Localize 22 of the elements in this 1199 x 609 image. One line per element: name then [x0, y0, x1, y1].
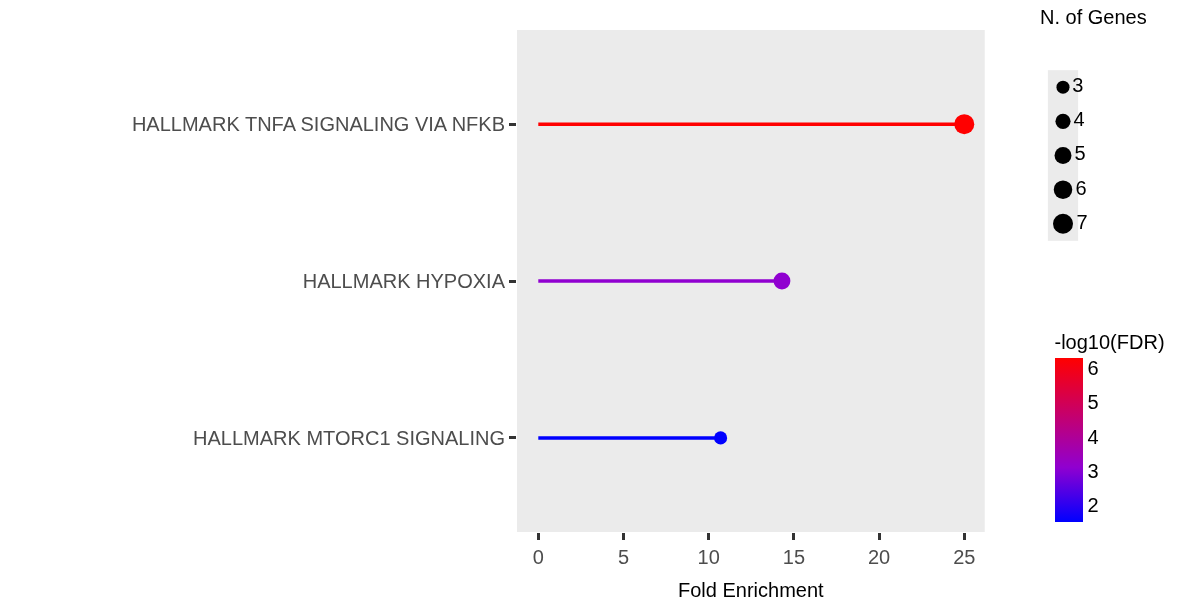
- legend-label: 6: [1075, 176, 1087, 199]
- legend-label: 5: [1074, 142, 1086, 165]
- color-bar-label: 5: [1087, 391, 1099, 414]
- legend-label: 4: [1073, 108, 1085, 131]
- color-bar-label: 3: [1087, 459, 1099, 482]
- y-tick-label: HALLMARK MTORC1 SIGNALING: [193, 426, 505, 449]
- x-tick-label: 20: [867, 546, 891, 568]
- x-tick-label: 5: [617, 546, 630, 568]
- legend-label: 7: [1076, 210, 1088, 233]
- color-bar-label: 6: [1087, 357, 1099, 380]
- x-axis-title: Fold Enrichment: [678, 578, 825, 601]
- legend-label: 3: [1072, 74, 1084, 97]
- y-tick-label: HALLMARK TNFA SIGNALING VIA NFKB: [131, 113, 505, 136]
- x-tick-label: 25: [953, 546, 976, 568]
- legend-title: N. of Genes: [1040, 6, 1147, 28]
- color-bar-label: 4: [1087, 425, 1099, 448]
- color-bar-title: -log10(FDR): [1054, 331, 1165, 353]
- x-tick-label: 15: [782, 546, 806, 568]
- color-bar-label: 2: [1087, 493, 1099, 516]
- y-tick-label: HALLMARK HYPOXIA: [302, 270, 506, 292]
- x-tick-label: 0: [532, 546, 544, 568]
- x-tick-label: 10: [697, 546, 720, 568]
